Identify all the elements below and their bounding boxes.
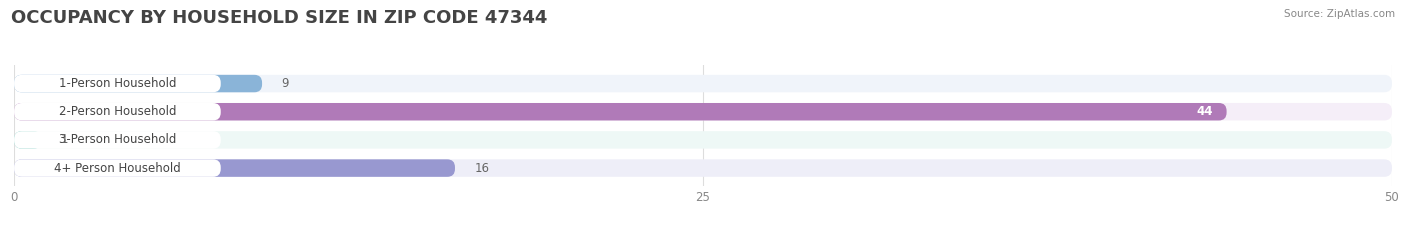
FancyBboxPatch shape bbox=[14, 159, 456, 177]
Text: 2-Person Household: 2-Person Household bbox=[59, 105, 176, 118]
Text: 1-Person Household: 1-Person Household bbox=[59, 77, 176, 90]
FancyBboxPatch shape bbox=[14, 159, 221, 177]
Text: 9: 9 bbox=[281, 77, 288, 90]
FancyBboxPatch shape bbox=[14, 131, 221, 149]
FancyBboxPatch shape bbox=[14, 103, 1392, 120]
FancyBboxPatch shape bbox=[14, 131, 42, 149]
FancyBboxPatch shape bbox=[14, 75, 1392, 92]
Text: OCCUPANCY BY HOUSEHOLD SIZE IN ZIP CODE 47344: OCCUPANCY BY HOUSEHOLD SIZE IN ZIP CODE … bbox=[11, 9, 547, 27]
FancyBboxPatch shape bbox=[14, 75, 262, 92]
Text: 4+ Person Household: 4+ Person Household bbox=[53, 161, 181, 175]
Text: 3-Person Household: 3-Person Household bbox=[59, 134, 176, 146]
FancyBboxPatch shape bbox=[14, 103, 1226, 120]
FancyBboxPatch shape bbox=[14, 75, 221, 92]
Text: 16: 16 bbox=[474, 161, 489, 175]
Text: 1: 1 bbox=[60, 134, 69, 146]
Text: Source: ZipAtlas.com: Source: ZipAtlas.com bbox=[1284, 9, 1395, 19]
FancyBboxPatch shape bbox=[14, 159, 1392, 177]
FancyBboxPatch shape bbox=[14, 103, 221, 120]
FancyBboxPatch shape bbox=[14, 131, 1392, 149]
Text: 44: 44 bbox=[1197, 105, 1213, 118]
